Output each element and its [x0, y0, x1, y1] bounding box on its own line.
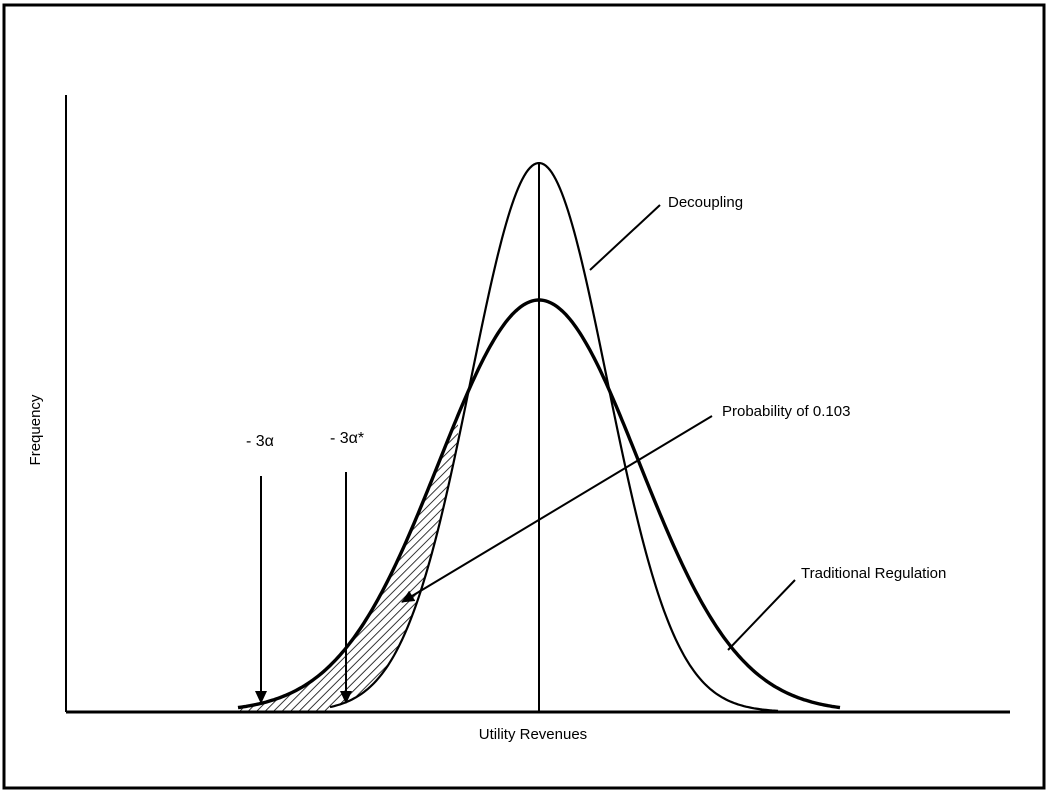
traditional-leader [727, 579, 796, 651]
y-axis-label: Frequency [27, 394, 44, 465]
decoupling-leader [589, 204, 661, 271]
probability-label: Probability of 0.103 [722, 403, 850, 420]
traditional-label: Traditional Regulation [801, 565, 946, 582]
minus-3a-label: - 3α [246, 433, 274, 450]
x-axis-label: Utility Revenues [479, 726, 587, 743]
probability-region [238, 415, 458, 712]
decoupling-curve [329, 162, 779, 712]
frame-border [2, 3, 1046, 790]
decoupling-label: Decoupling [668, 194, 743, 211]
minus-3a-star-label: - 3α* [330, 430, 364, 447]
probability-arrow [401, 415, 713, 603]
